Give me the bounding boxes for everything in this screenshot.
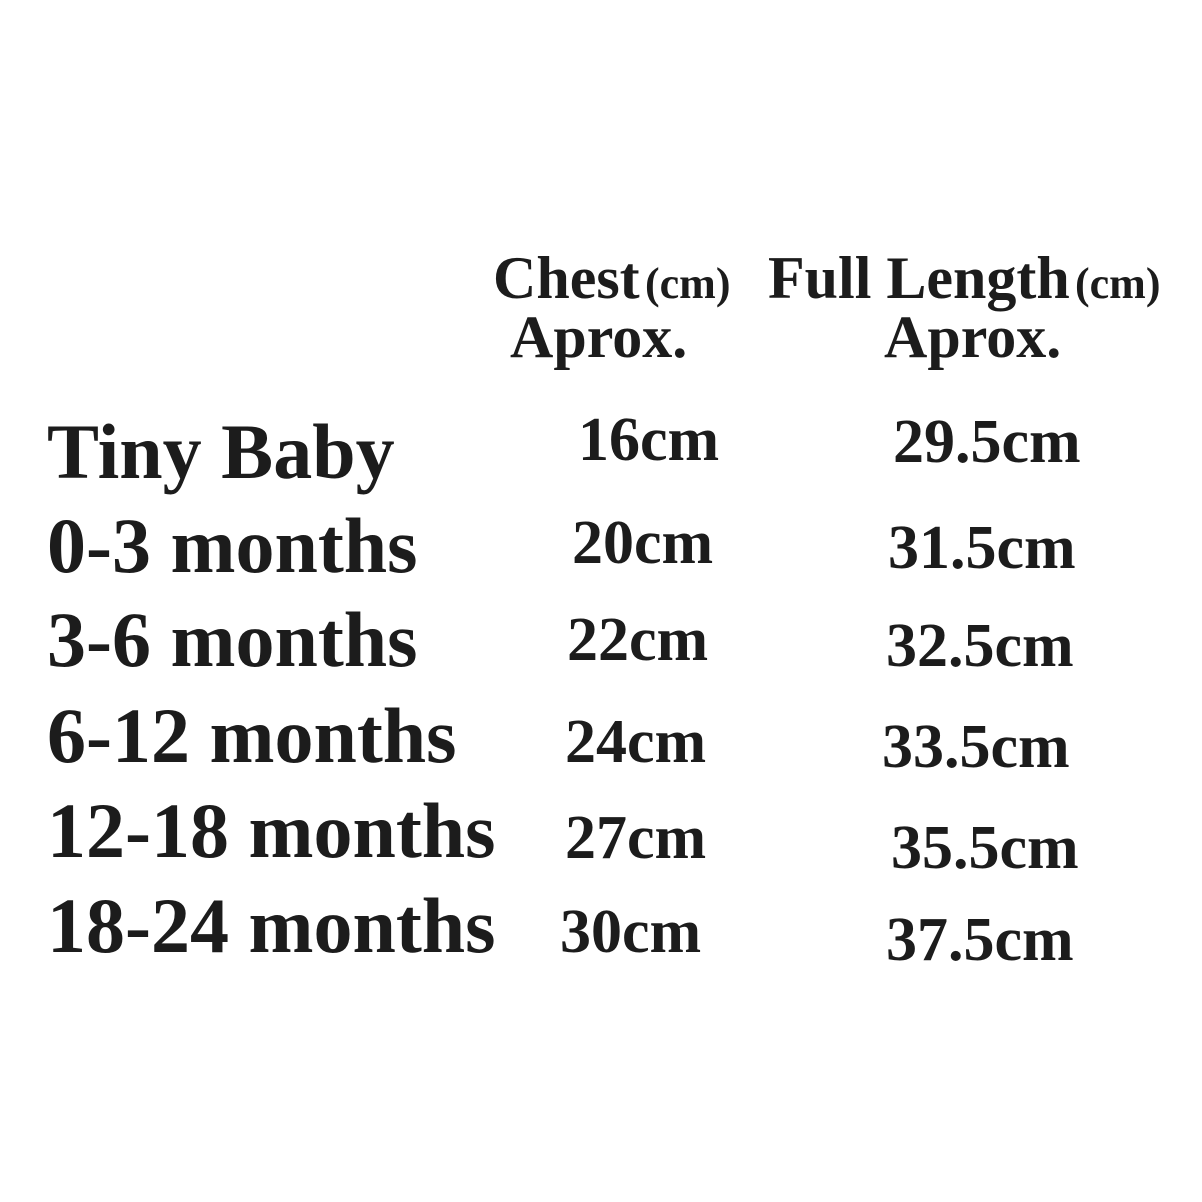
column-title: Full Length (768, 245, 1070, 311)
column-note: Aprox. (510, 304, 687, 370)
size-label: 6-12 months (47, 692, 457, 779)
chest-value: 27cm (565, 804, 706, 872)
column-unit: (cm) (1075, 259, 1161, 308)
length-value: 35.5cm (891, 814, 1079, 882)
length-value: 32.5cm (886, 612, 1074, 680)
length-value: 33.5cm (882, 713, 1070, 781)
table-body: Tiny Baby 16cm 29.5cm 0-3 months 20cm 31.5cm 3… (47, 406, 1081, 974)
chest-value: 24cm (565, 708, 706, 776)
chest-value: 30cm (560, 898, 701, 966)
column-note: Aprox. (884, 304, 1061, 370)
length-value: 29.5cm (893, 408, 1081, 476)
size-label: 18-24 months (47, 882, 496, 969)
chest-value: 20cm (572, 509, 713, 577)
size-label: Tiny Baby (47, 408, 395, 495)
chest-value: 22cm (567, 606, 708, 674)
size-label: 3-6 months (47, 596, 418, 683)
length-value: 31.5cm (888, 514, 1076, 582)
column-unit: (cm) (645, 259, 731, 308)
size-label: 0-3 months (47, 502, 418, 589)
size-label: 12-18 months (47, 787, 496, 874)
length-value: 37.5cm (886, 906, 1074, 974)
column-title: Chest (493, 245, 640, 311)
chest-value: 16cm (578, 406, 719, 474)
